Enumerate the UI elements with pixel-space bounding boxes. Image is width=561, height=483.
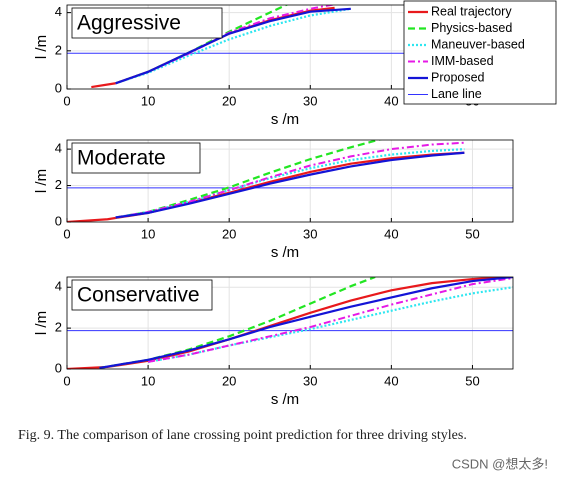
legend-box (403, 0, 557, 105)
x-tick-label: 10 (141, 226, 155, 241)
x-tick-label: 20 (222, 226, 236, 241)
annotation: Conservative (77, 284, 200, 307)
y-tick-label: 0 (55, 360, 62, 375)
series-line (115, 7, 351, 85)
x-tick-label: 40 (384, 93, 398, 108)
axes-frame (66, 139, 514, 223)
series-line (115, 141, 465, 219)
legend-label: Real trajectory (431, 4, 512, 18)
x-axis-label: s /m (271, 111, 299, 128)
annotation-box (71, 142, 201, 174)
legend-label: Maneuver-based (431, 37, 525, 51)
x-tick-label: 50 (465, 373, 479, 388)
y-axis-label: l /m (33, 311, 50, 335)
y-tick-label: 2 (55, 320, 62, 335)
x-axis-label: s /m (271, 391, 299, 408)
y-axis-label: l /m (33, 169, 50, 193)
annotation-box (71, 279, 213, 311)
y-tick-label: 4 (55, 4, 62, 19)
axes-frame (66, 276, 514, 370)
x-tick-label: 20 (222, 93, 236, 108)
x-tick-label: 0 (63, 93, 70, 108)
y-tick-label: 0 (55, 213, 62, 228)
x-tick-label: 10 (141, 93, 155, 108)
y-axis-label: l /m (33, 35, 50, 59)
x-tick-label: 40 (384, 226, 398, 241)
series-line (147, 277, 513, 363)
legend-label: Lane line (431, 87, 482, 101)
annotation: Moderate (77, 147, 166, 170)
y-tick-label: 4 (55, 141, 62, 156)
x-tick-label: 40 (384, 373, 398, 388)
x-tick-label: 0 (63, 373, 70, 388)
series-line (99, 277, 513, 369)
y-tick-label: 0 (55, 80, 62, 95)
watermark: CSDN @想太多! (452, 456, 548, 471)
x-tick-label: 0 (63, 226, 70, 241)
x-tick-label: 50 (465, 226, 479, 241)
x-tick-label: 10 (141, 373, 155, 388)
x-tick-label: 30 (303, 226, 317, 241)
legend-label: Physics-based (431, 21, 512, 35)
caption: Fig. 9. The comparison of lane crossing … (18, 428, 467, 443)
series-line (115, 148, 465, 219)
series-line (115, 140, 383, 219)
x-tick-label: 30 (303, 93, 317, 108)
y-tick-label: 2 (55, 42, 62, 57)
x-tick-label: 20 (222, 373, 236, 388)
series-line (115, 7, 351, 85)
x-tick-label: 30 (303, 373, 317, 388)
annotation: Aggressive (77, 12, 181, 35)
series-line (115, 151, 465, 219)
annotation-box (71, 7, 223, 39)
legend-label: IMM-based (431, 54, 494, 68)
y-tick-label: 4 (55, 279, 62, 294)
legend-label: Proposed (431, 70, 485, 84)
x-axis-label: s /m (271, 244, 299, 261)
y-tick-label: 2 (55, 177, 62, 192)
caption-box: Fig. 9. The comparison of lane crossing … (18, 428, 467, 443)
